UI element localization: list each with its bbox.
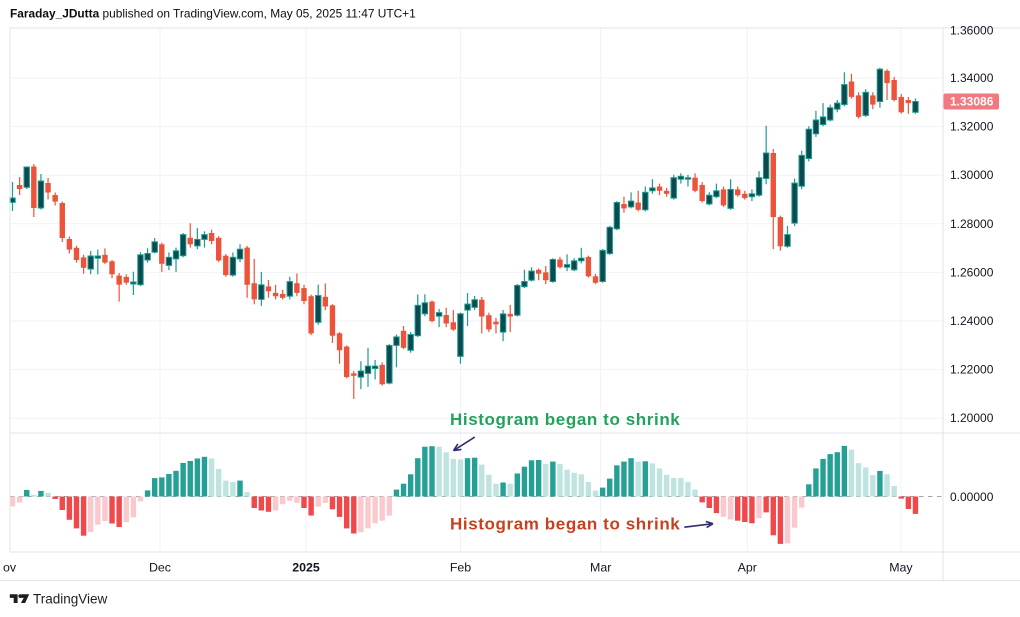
svg-text:Dec: Dec <box>149 561 171 575</box>
svg-text:2025: 2025 <box>292 561 320 575</box>
svg-text:1.30000: 1.30000 <box>950 168 994 182</box>
svg-text:TradingView: TradingView <box>33 592 108 607</box>
svg-text:1.28000: 1.28000 <box>950 217 994 231</box>
svg-text:1.22000: 1.22000 <box>950 363 994 377</box>
svg-text:Mar: Mar <box>590 561 611 575</box>
svg-text:Feb: Feb <box>450 561 471 575</box>
svg-text:Faraday_JDutta published on Tr: Faraday_JDutta published on TradingView.… <box>10 7 416 21</box>
svg-text:Histogram began to shrink: Histogram began to shrink <box>450 515 680 534</box>
svg-text:1.33086: 1.33086 <box>950 95 994 109</box>
svg-text:1.34000: 1.34000 <box>950 71 994 85</box>
svg-text:ov: ov <box>3 561 17 575</box>
svg-text:1.36000: 1.36000 <box>950 24 994 38</box>
svg-text:1.32000: 1.32000 <box>950 120 994 134</box>
svg-text:Histogram began to shrink: Histogram began to shrink <box>450 410 680 429</box>
svg-text:1.24000: 1.24000 <box>950 314 994 328</box>
svg-text:1.26000: 1.26000 <box>950 265 994 279</box>
svg-text:May: May <box>889 561 913 575</box>
svg-text:1.20000: 1.20000 <box>950 411 994 425</box>
svg-text:Apr: Apr <box>738 561 757 575</box>
svg-text:0.00000: 0.00000 <box>950 490 994 504</box>
